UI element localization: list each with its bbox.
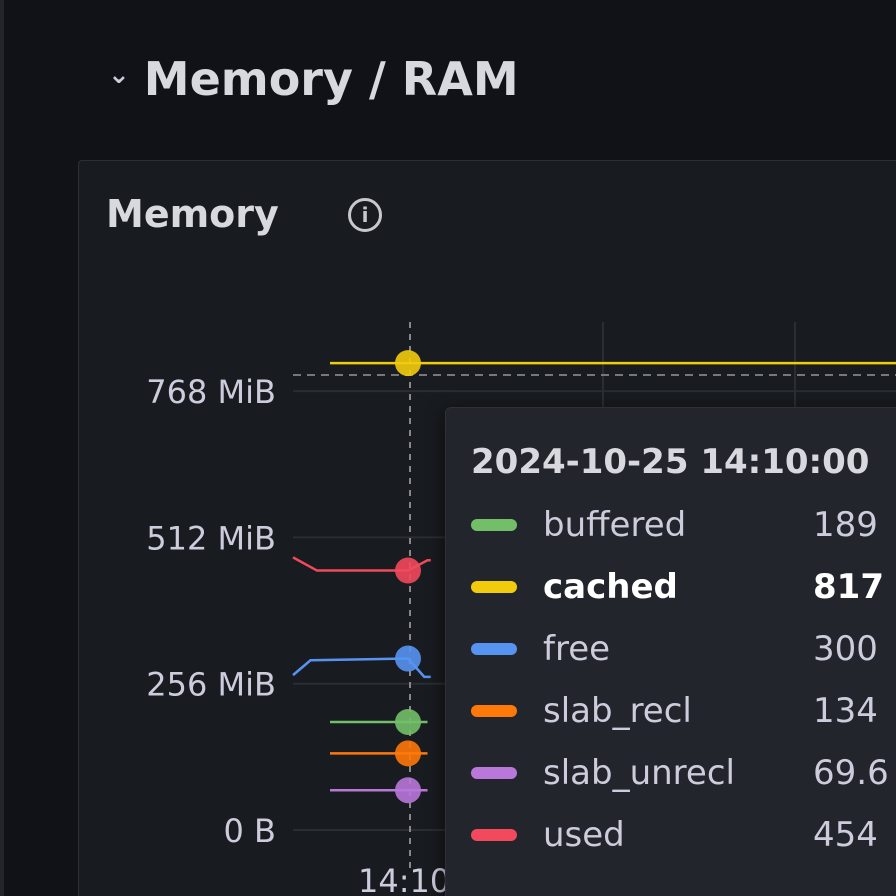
series-swatch	[471, 643, 517, 655]
x-tick-label: 14:10	[358, 862, 450, 896]
y-tick-label: 256 MiB	[146, 666, 276, 704]
panel-title: Memory	[106, 192, 279, 236]
series-name: free	[543, 629, 611, 669]
tooltip-row-cached: cached 817	[471, 562, 896, 612]
series-value: 454	[813, 815, 878, 855]
hover-point-used	[395, 557, 421, 584]
series-swatch	[471, 829, 517, 841]
series-name: slab_recl	[543, 691, 692, 731]
hover-point-slab_unrecl	[395, 777, 421, 804]
chevron-down-icon[interactable]: ⌄	[108, 60, 130, 90]
series-swatch	[471, 519, 517, 531]
hover-point-cached	[395, 350, 421, 377]
series-value: 189	[813, 505, 878, 545]
series-name: cached	[543, 567, 678, 607]
tooltip: 2024-10-25 14:10:00 buffered 189 cached …	[445, 407, 896, 896]
hover-point-slab_recl	[395, 740, 421, 767]
series-value: 817	[813, 567, 884, 607]
series-name: slab_unrecl	[543, 753, 735, 793]
y-tick-label: 512 MiB	[146, 519, 276, 557]
series-swatch	[471, 581, 517, 593]
info-icon[interactable]: i	[348, 198, 382, 232]
row-header-memory-ram[interactable]: ⌄ Memory / RAM	[108, 52, 519, 106]
tooltip-time: 2024-10-25 14:10:00	[471, 442, 870, 482]
y-tick-label: 0 B	[224, 812, 276, 850]
sidebar-edge	[0, 0, 4, 896]
hover-point-free	[395, 645, 421, 672]
tooltip-row-buffered: buffered 189	[471, 500, 896, 550]
series-name: used	[543, 815, 625, 855]
series-name: buffered	[543, 505, 687, 545]
series-value: 69.6	[813, 753, 889, 793]
tooltip-row-slab_unrecl: slab_unrecl 69.6	[471, 748, 896, 798]
row-title: Memory / RAM	[143, 52, 519, 106]
series-value: 134	[813, 691, 878, 731]
series-swatch	[471, 705, 517, 717]
y-tick-label: 768 MiB	[146, 373, 276, 411]
tooltip-row-free: free 300	[471, 624, 896, 674]
series-value: 300	[813, 629, 878, 669]
tooltip-row-used: used 454	[471, 810, 896, 860]
series-swatch	[471, 767, 517, 779]
hover-point-buffered	[395, 708, 421, 735]
tooltip-row-slab_recl: slab_recl 134	[471, 686, 896, 736]
